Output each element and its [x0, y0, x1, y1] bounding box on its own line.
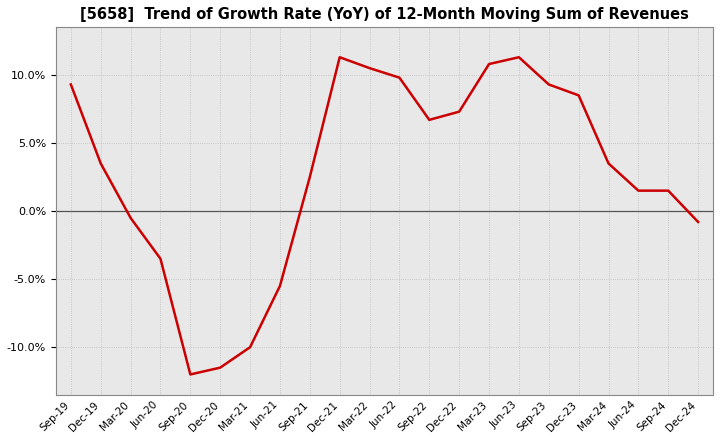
Title: [5658]  Trend of Growth Rate (YoY) of 12-Month Moving Sum of Revenues: [5658] Trend of Growth Rate (YoY) of 12-… — [80, 7, 689, 22]
